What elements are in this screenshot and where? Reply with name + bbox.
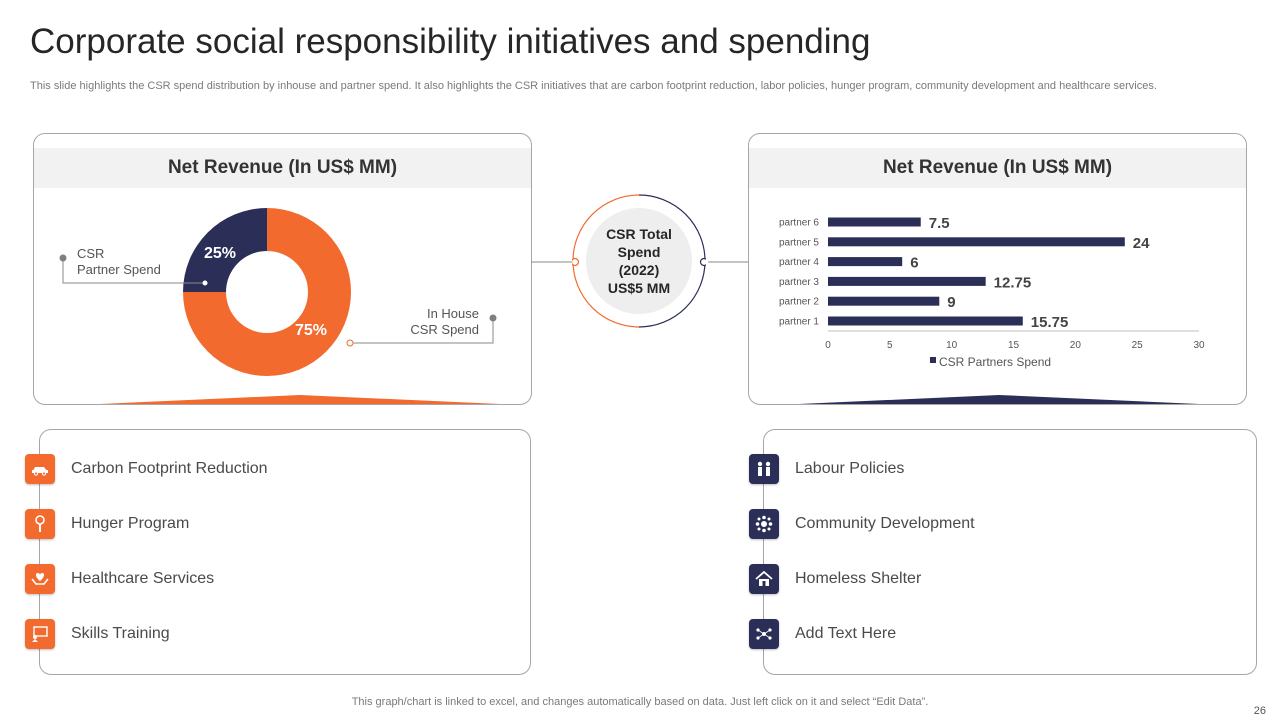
initiative-hunger-program: Hunger Program xyxy=(25,508,189,540)
donut-slice-label-partner: 25% xyxy=(204,245,237,262)
initiative-label: Add Text Here xyxy=(795,625,897,642)
initiative-labour-policies: Labour Policies xyxy=(749,453,904,485)
inhouse-spend-label-line2: CSR Spend xyxy=(410,322,479,337)
initiative-label: Labour Policies xyxy=(795,460,905,477)
shelter-icon xyxy=(749,564,779,594)
initiative-label: Skills Training xyxy=(71,625,170,642)
initiative-label: Carbon Footprint Reduction xyxy=(71,460,268,477)
community-icon xyxy=(749,509,779,539)
partner-spend-label-line2: Partner Spend xyxy=(77,262,161,277)
initiatives-left-panel xyxy=(39,429,531,675)
slide-title: Corporate social responsibility initiati… xyxy=(30,22,871,61)
initiatives-right-panel xyxy=(763,429,1257,675)
page-number: 26 xyxy=(1253,705,1266,717)
initiative-homeless-shelter: Homeless Shelter xyxy=(749,563,921,595)
car-icon xyxy=(25,454,55,484)
inhouse-spend-label-line1: In House xyxy=(426,306,479,321)
training-icon xyxy=(25,619,55,649)
partner-spend-label-line1: CSR xyxy=(77,246,105,261)
bar-panel-accent xyxy=(799,395,1199,404)
donut-panel-accent xyxy=(100,395,500,404)
csr-total-ring xyxy=(572,194,706,328)
initiative-community-development: Community Development xyxy=(749,508,975,540)
slide-subtitle: This slide highlights the CSR spend dist… xyxy=(30,80,1157,92)
initiative-healthcare: Healthcare Services xyxy=(25,563,214,595)
initiative-label: Healthcare Services xyxy=(71,570,215,587)
footer-note: This graph/chart is linked to excel, and… xyxy=(351,696,929,708)
bar-panel: Net Revenue (In US$ MM) xyxy=(748,133,1247,405)
workers-icon xyxy=(749,454,779,484)
csr-total-text: CSR Total Spend (2022) US$5 MM xyxy=(606,226,672,296)
initiative-carbon-footprint: Carbon Footprint Reduction xyxy=(25,453,268,485)
network-icon xyxy=(749,619,779,649)
initiative-label: Community Development xyxy=(795,515,975,532)
donut-panel-heading: Net Revenue (In US$ MM) xyxy=(34,148,531,188)
food-icon xyxy=(25,509,55,539)
donut-slice-label-inhouse: 75% xyxy=(295,322,328,339)
bar-panel-heading: Net Revenue (In US$ MM) xyxy=(749,148,1246,188)
inhouse-spend-label: In House CSR Spend xyxy=(400,306,479,338)
csr-total-badge: CSR Total Spend (2022) US$5 MM xyxy=(572,194,706,328)
initiative-label: Homeless Shelter xyxy=(795,570,922,587)
care-hands-icon xyxy=(25,564,55,594)
partner-spend-label: CSR Partner Spend xyxy=(77,246,161,278)
initiative-label: Hunger Program xyxy=(71,515,190,532)
initiative-add-text: Add Text Here xyxy=(749,618,896,650)
csr-total-inner: CSR Total Spend (2022) US$5 MM xyxy=(586,208,692,314)
initiative-skills-training: Skills Training xyxy=(25,618,170,650)
